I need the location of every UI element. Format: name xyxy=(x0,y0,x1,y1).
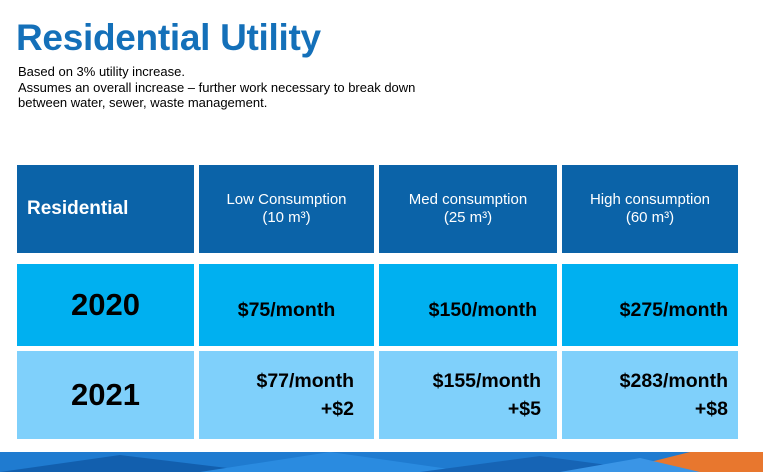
header-low-consumption: Low Consumption (10 m³) xyxy=(199,165,374,253)
subtitle-line: Assumes an overall increase – further wo… xyxy=(18,79,416,95)
price-2021-med: $155/month +$5 xyxy=(379,351,557,439)
header-residential: Residential xyxy=(17,165,194,253)
column-name: Med consumption xyxy=(408,191,528,208)
page-title: Residential Utility xyxy=(16,17,321,58)
column-unit: (25 m³) xyxy=(443,209,493,226)
price-value: $75/month xyxy=(237,299,336,321)
column-name: Low Consumption xyxy=(226,191,347,208)
subtitle: Based on 3% utility increase. Assumes an… xyxy=(18,64,538,111)
price-value: $77/month xyxy=(256,370,354,392)
price-change: +$2 xyxy=(320,398,354,420)
price-value: $283/month xyxy=(619,370,728,392)
column-unit: (60 m³) xyxy=(625,209,675,226)
price-change: +$8 xyxy=(694,398,728,420)
header-high-consumption: High consumption (60 m³) xyxy=(562,165,738,253)
footer-graphic xyxy=(0,452,763,472)
decorative-footer-band xyxy=(0,452,763,472)
price-2020-high: $275/month xyxy=(562,264,738,346)
price-value: $155/month xyxy=(432,370,541,392)
price-value: $150/month xyxy=(428,299,537,321)
column-name: High consumption xyxy=(589,191,711,208)
price-value: $275/month xyxy=(619,299,728,321)
subtitle-line: between water, sewer, waste management. xyxy=(18,95,268,110)
row-year-2020: 2020 xyxy=(17,264,194,346)
column-unit: (10 m³) xyxy=(262,209,311,226)
price-change: +$5 xyxy=(507,398,541,420)
subtitle-line: Based on 3% utility increase. xyxy=(18,64,185,79)
header-med-consumption: Med consumption (25 m³) xyxy=(379,165,557,253)
price-2020-med: $150/month xyxy=(379,264,557,346)
price-2021-low: $77/month +$2 xyxy=(199,351,374,439)
price-2020-low: $75/month xyxy=(199,264,374,346)
price-2021-high: $283/month +$8 xyxy=(562,351,738,439)
row-year-2021: 2021 xyxy=(17,351,194,439)
